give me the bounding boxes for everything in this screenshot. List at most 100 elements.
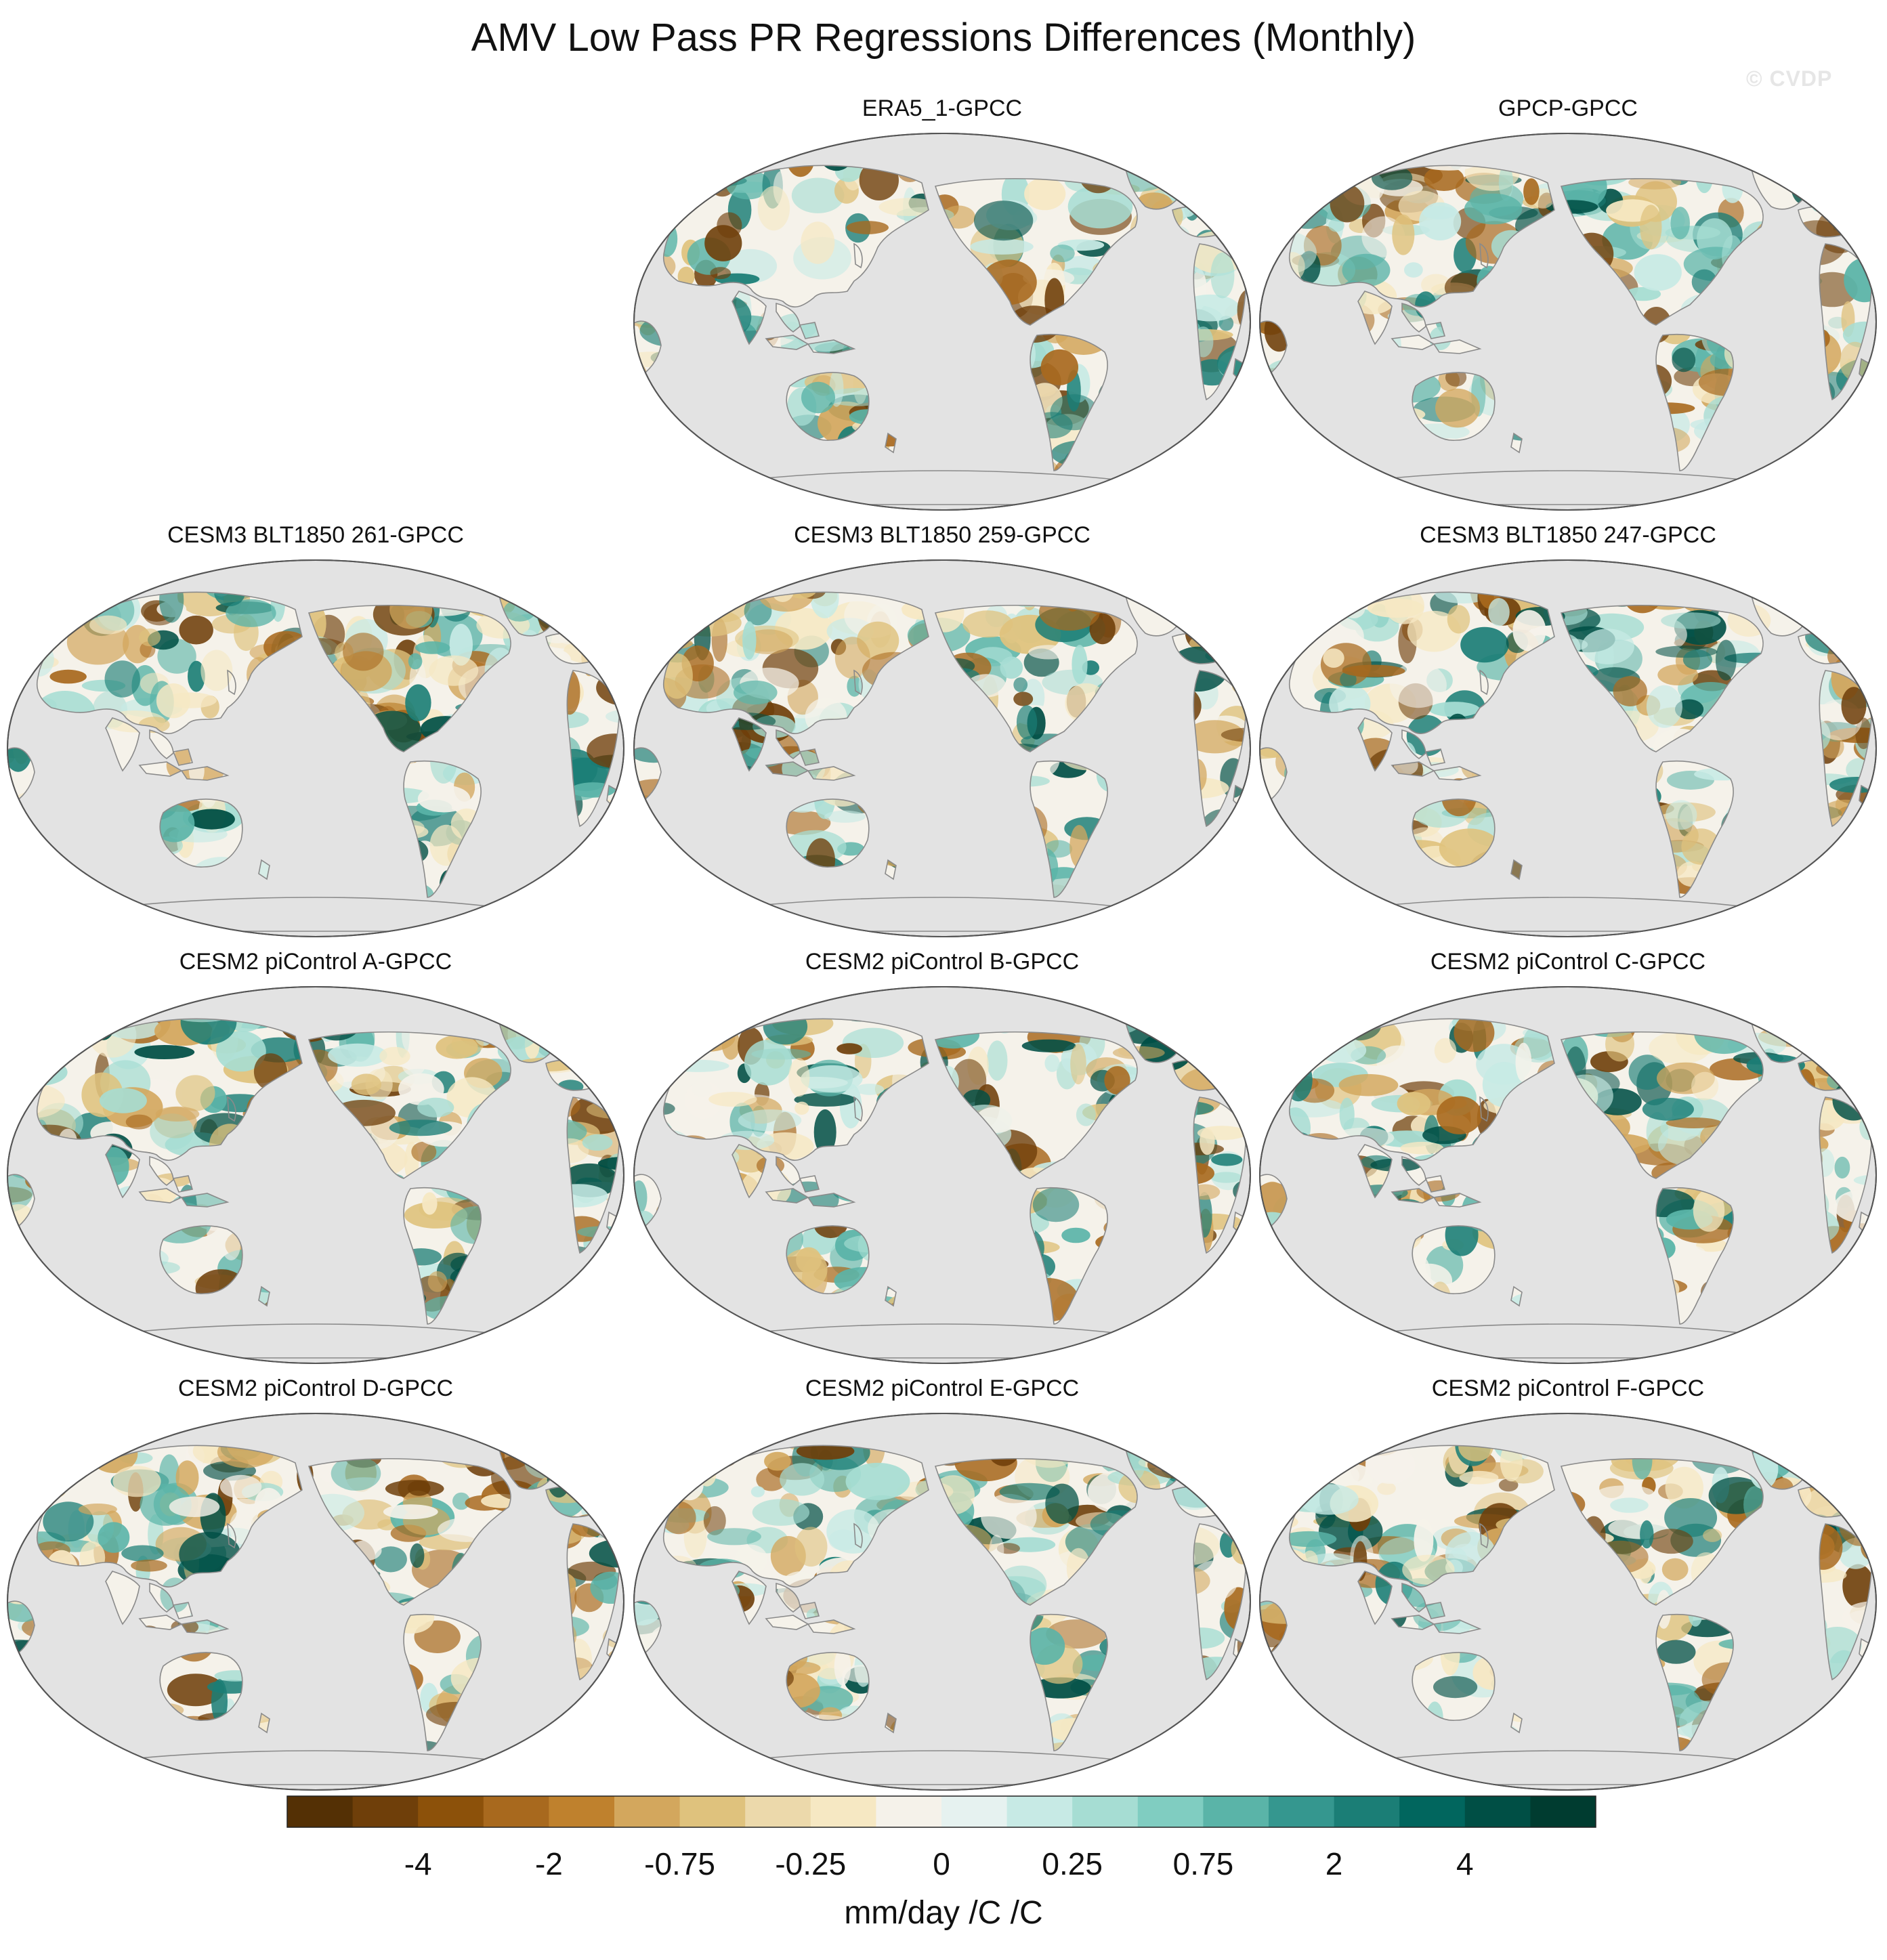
coastline-seasia [149, 1582, 174, 1613]
coastline-sam [1655, 760, 1734, 898]
coastline-japan [853, 669, 863, 696]
coastline-australia [159, 798, 243, 868]
coastline-india [732, 291, 767, 345]
panel-title: CESM3 BLT1850 261-GPCC [167, 522, 464, 548]
coastline-india [105, 1144, 140, 1199]
colorbar-box [1203, 1796, 1269, 1827]
coastline-asia [1289, 1018, 1555, 1161]
coastline-indonesia [138, 1188, 230, 1208]
coastline-seasia [1401, 1582, 1426, 1613]
coastline-nz [1510, 1285, 1523, 1307]
watermark: © CVDP [1746, 66, 1833, 91]
coastline-japan [227, 1096, 236, 1122]
colorbar-boxes [287, 1795, 1596, 1828]
map-panel: CESM2 piControl A-GPCC [4, 948, 627, 1368]
coastline-japan [1479, 669, 1489, 696]
coastline-nam [1560, 177, 1764, 326]
coastline-sam [1655, 1187, 1734, 1325]
colorbar: -4 -2 -0.75 -0.25 0 0.25 0.75 2 4 mm/day /C /C [287, 1795, 1596, 1931]
coastline-nam [308, 1031, 511, 1179]
panel-title: CESM2 piControl F-GPCC [1431, 1376, 1705, 1401]
coastline-australia [1412, 1652, 1496, 1721]
coastline-seasia [776, 1155, 801, 1186]
panel-title: GPCP-GPCC [1498, 95, 1638, 121]
colorbar-tick-label: -0.25 [775, 1846, 846, 1881]
colorbar-tick-labels: -4 -2 -0.75 -0.25 0 0.25 0.75 2 4 [404, 1846, 1474, 1881]
coastline-australia [786, 1225, 870, 1294]
coastline-nz [258, 1285, 270, 1307]
map-panel: ERA5_1-GPCC [631, 95, 1254, 515]
page-title: AMV Low Pass PR Regressions Differences … [471, 16, 1416, 60]
colorbar-tick-label: 4 [1456, 1846, 1474, 1881]
colorbar-box [745, 1796, 811, 1827]
map-panel: CESM2 piControl E-GPCC [631, 1375, 1254, 1795]
coastline-borneo [1424, 322, 1446, 339]
coastline-australia [159, 1225, 243, 1294]
coastline-indonesia [138, 1615, 230, 1634]
robinson-map [1259, 559, 1877, 937]
coastline-nam [934, 177, 1138, 326]
coastline-nz [1510, 859, 1523, 880]
coastline-seasia [1401, 1155, 1426, 1186]
coastline-nz [885, 1712, 897, 1734]
coastline-australia [1412, 1225, 1496, 1294]
coastline-india [1357, 1144, 1393, 1199]
coastline-seasia [1401, 729, 1426, 759]
panel-title: CESM2 piControl C-GPCC [1430, 949, 1706, 975]
colorbar-box [1006, 1796, 1073, 1827]
coastline-asia [663, 591, 929, 734]
colorbar-box [549, 1796, 615, 1827]
coastline-sam [1030, 1613, 1108, 1751]
coastline-japan [853, 1522, 863, 1549]
panel-title: CESM2 piControl B-GPCC [805, 949, 1080, 975]
coastline-australia [786, 372, 870, 441]
coastline-seasia [1401, 302, 1426, 333]
coastline-japan [227, 669, 236, 696]
coastline-nz [1510, 432, 1523, 454]
colorbar-tick-label: 2 [1326, 1846, 1343, 1881]
coastline-japan [1479, 1096, 1489, 1122]
colorbar-tick-label: -2 [535, 1846, 563, 1881]
coastline-indonesia [138, 761, 230, 781]
coastline-borneo [172, 1602, 194, 1619]
coastline-australia [1412, 798, 1496, 868]
coastline-borneo [799, 322, 820, 339]
coastline-asia [37, 1018, 303, 1161]
coastline-sam [403, 1613, 482, 1751]
colorbar-box [1399, 1796, 1466, 1827]
map-panel: CESM2 piControl B-GPCC [631, 948, 1254, 1368]
coastline-asia [1289, 165, 1555, 307]
coastline-indonesia [1391, 761, 1482, 781]
robinson-map [7, 559, 624, 937]
coastline-seasia [776, 1582, 801, 1613]
coastline-australia [786, 798, 870, 868]
coastline-indonesia [765, 1615, 856, 1634]
coastline-india [105, 717, 140, 772]
colorbar-box [1464, 1796, 1531, 1827]
colorbar-tick-label: 0 [933, 1846, 950, 1881]
coastline-asia [663, 1445, 929, 1588]
coastline-australia [786, 1652, 870, 1721]
panel-title: CESM3 BLT1850 259-GPCC [794, 522, 1090, 548]
coastline-japan [227, 1522, 236, 1549]
coastline-nz [885, 859, 897, 880]
coastline-nz [258, 859, 270, 880]
coastline-sam [1655, 333, 1734, 471]
coastline-nam [934, 1457, 1138, 1606]
coastline-japan [1479, 1522, 1489, 1549]
panel-title: CESM2 piControl A-GPCC [179, 949, 452, 975]
colorbar-tick-label: 0.25 [1042, 1846, 1103, 1881]
panel-title: CESM2 piControl D-GPCC [177, 1376, 454, 1401]
coastline-india [732, 1571, 767, 1625]
colorbar-box [941, 1796, 1008, 1827]
robinson-map [7, 986, 624, 1364]
coastline-borneo [799, 1175, 820, 1193]
robinson-map [1259, 1413, 1877, 1791]
coastline-indonesia [1391, 1615, 1482, 1634]
coastline-nz [885, 1285, 897, 1307]
coastline-nz [1510, 1712, 1523, 1734]
robinson-map [633, 559, 1251, 937]
colorbar-box [1530, 1796, 1596, 1827]
coastline-australia [1412, 372, 1496, 441]
coastline-borneo [172, 748, 194, 766]
